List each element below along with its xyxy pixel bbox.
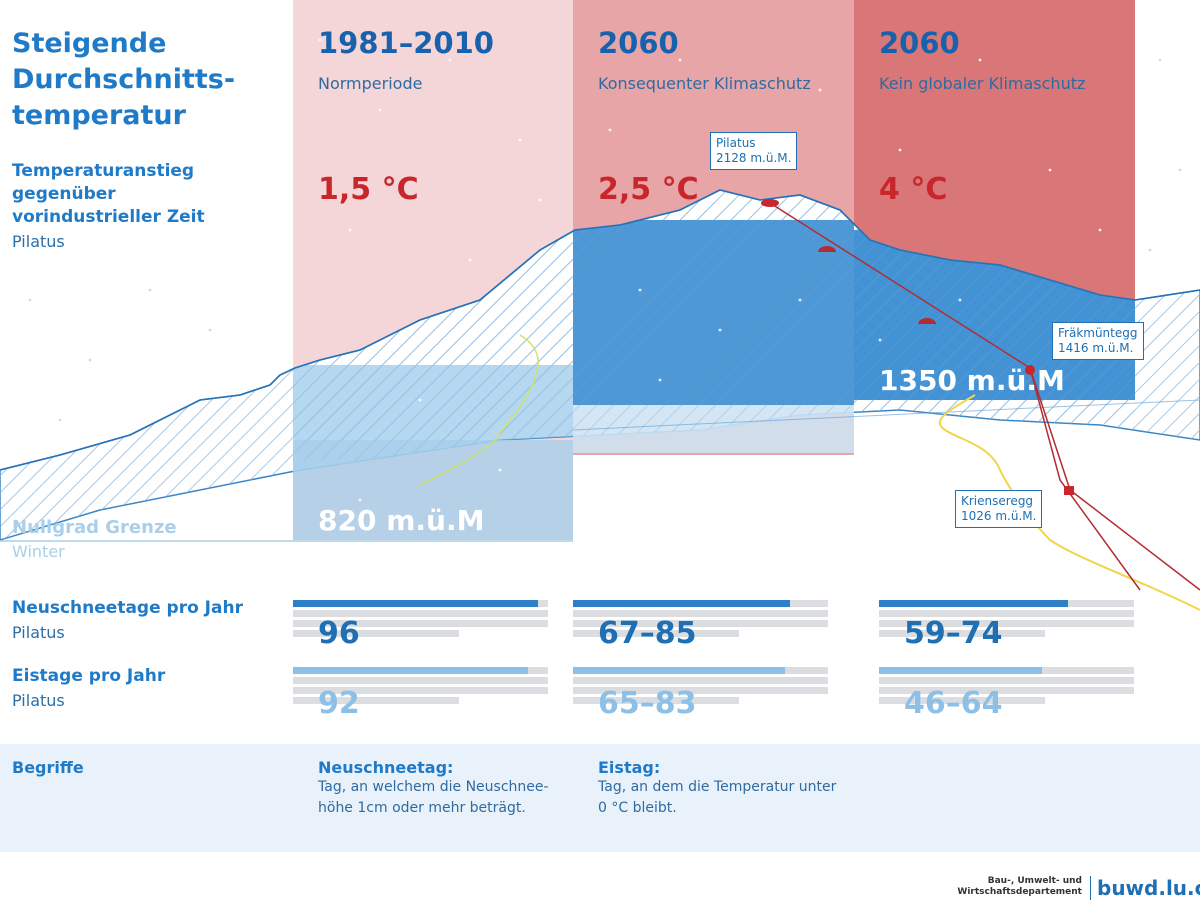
bar-track [293,697,459,704]
column-2-temperature: 2,5 °C [598,172,699,207]
bar-track [879,600,1134,607]
bar-track [293,667,548,674]
subtitle-location: Pilatus [12,232,65,251]
term-neuschneetag: Neuschneetag: Tag, an welchem die Neusch… [318,758,568,819]
callout-elevation: 2128 m.ü.M. [716,151,792,165]
footer-department: Bau-, Umwelt- und Wirtschaftsdepartement [957,876,1082,898]
term-definition-line: Tag, an welchem die Neuschnee- [318,779,549,795]
footer-department-line: Wirtschaftsdepartement [957,887,1082,897]
bar-track [879,610,1134,617]
page-title-line: Durchschnitts- [12,64,236,95]
row-label-eistage: Eistage pro Jahr [12,666,166,686]
page-title-line: temperatur [12,100,186,131]
bar-fill [573,600,790,607]
bar-track [573,677,828,684]
altitude-label-col3: 1350 m.ü.M [879,364,1065,397]
altitude-label-col1: 820 m.ü.M [318,504,485,537]
bar-fill [573,667,785,674]
station-pilatus-icon [761,199,779,207]
bar-track [573,687,828,694]
callout-elevation: 1416 m.ü.M. [1058,341,1134,355]
cable-car-line [769,202,1200,591]
page-title: Steigende Durchschnitts- temperatur [12,26,282,134]
bar-track [573,620,828,627]
eistage-value-col1: 92 [318,686,360,721]
term-definition-line: höhe 1cm oder mehr beträgt. [318,800,526,816]
bar-fill [293,600,538,607]
column-3-label: Kein globaler Klimaschutz [879,74,1086,93]
bar-track [879,630,1045,637]
hiking-trail [419,334,539,486]
subtitle-line: vorindustrieller Zeit [12,207,205,227]
term-eistag: Eistag: Tag, an dem die Temperatur unter… [598,758,848,819]
neuschneetage-value-col1: 96 [318,616,360,651]
bar-track [879,667,1134,674]
callout-fraekmuentegg: Fräkmüntegg 1416 m.ü.M. [1052,322,1144,360]
footer-brand-link[interactable]: buwd.lu.ch [1090,876,1200,900]
row-location-neuschneetage: Pilatus [12,623,65,642]
bar-track [879,620,1134,627]
term-definition: Tag, an dem die Temperatur unter 0 °C bl… [598,777,848,819]
subtitle: Temperaturanstieg gegenüber vorindustrie… [12,160,282,229]
neuschneetage-value-col2: 67–85 [598,616,697,651]
bar-track [293,677,548,684]
term-title: Neuschneetag: [318,758,454,777]
callout-name: Pilatus [716,136,756,150]
bar-fill [879,667,1043,674]
ski-trail [938,394,1200,611]
page-title-line: Steigende [12,28,167,59]
snow-dots [318,38,1102,502]
column-2-year: 2060 [598,26,679,60]
cable-car-gondola-icon [918,318,936,324]
column-2-label: Konsequenter Klimaschutz [598,74,811,93]
subtitle-line: Temperaturanstieg [12,161,195,181]
term-definition-line: 0 °C bleibt. [598,800,677,816]
bar-track [573,697,739,704]
term-definition: Tag, an welchem die Neuschnee- höhe 1cm … [318,777,568,819]
bar-track [573,610,828,617]
eistage-value-col2: 65–83 [598,686,697,721]
bar-fill [879,600,1068,607]
terms-section [0,744,1200,852]
eistage-value-col3: 46–64 [904,686,1003,721]
bar-track [879,687,1134,694]
ridge-line [0,189,1200,471]
bar-track [573,600,828,607]
zero-degree-label: Nullgrad Grenze [12,517,177,538]
zero-degree-note: Winter [12,542,65,561]
column-1-temperature: 1,5 °C [318,172,419,207]
callout-krienseregg: Krienseregg 1026 m.ü.M. [955,490,1043,528]
bar-track [879,677,1134,684]
bar-track [879,697,1045,704]
column-1-year: 1981–2010 [318,26,494,60]
term-title: Eistag: [598,758,661,777]
column-3-temperature: 4 °C [879,172,948,207]
subtitle-line: gegenüber [12,184,116,204]
column-3-year: 2060 [879,26,960,60]
callout-pilatus: Pilatus 2128 m.ü.M. [710,132,798,170]
cable-car-gondola-icon [818,246,836,252]
column-1-label: Normperiode [318,74,423,93]
bar-track [293,620,548,627]
bar-track [573,630,739,637]
row-label-neuschneetage: Neuschneetage pro Jahr [12,598,243,618]
term-definition-line: Tag, an dem die Temperatur unter [598,779,837,795]
bar-track [293,600,548,607]
row-location-eistage: Pilatus [12,691,65,710]
bar-track [293,610,548,617]
callout-elevation: 1026 m.ü.M. [961,509,1037,523]
station-fraekmuentegg-icon [1025,365,1035,375]
terms-heading: Begriffe [12,758,84,777]
bar-track [293,630,459,637]
callout-name: Fräkmüntegg [1058,326,1138,340]
neuschneetage-value-col3: 59–74 [904,616,1003,651]
footer-department-line: Bau-, Umwelt- und [987,876,1082,886]
bar-track [573,667,828,674]
bar-fill [293,667,528,674]
bar-track [293,687,548,694]
station-krienseregg-icon [1064,486,1074,495]
callout-name: Krienseregg [961,494,1034,508]
